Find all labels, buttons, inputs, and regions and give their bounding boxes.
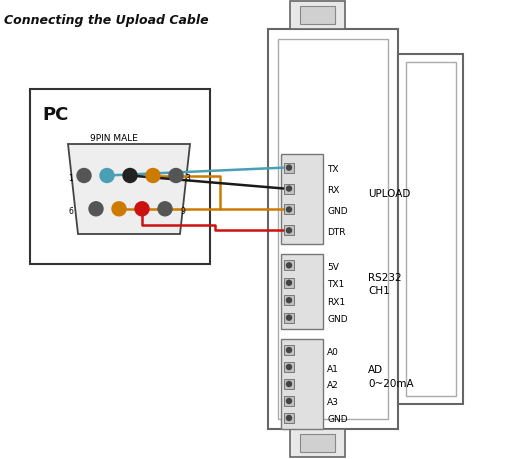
Circle shape xyxy=(169,169,183,183)
Text: UPLOAD: UPLOAD xyxy=(368,189,411,199)
Circle shape xyxy=(100,169,114,183)
Text: GND: GND xyxy=(327,414,348,424)
Circle shape xyxy=(287,365,291,369)
Bar xyxy=(30,90,210,264)
Bar xyxy=(284,278,294,288)
Bar xyxy=(268,30,398,429)
Text: GND: GND xyxy=(327,207,348,215)
Text: 6: 6 xyxy=(68,207,73,216)
Bar xyxy=(398,55,463,404)
Bar xyxy=(281,339,323,429)
Text: GND: GND xyxy=(327,314,348,324)
Bar xyxy=(284,396,294,406)
Bar xyxy=(281,254,323,329)
Text: DTR: DTR xyxy=(327,227,346,236)
Text: 3: 3 xyxy=(185,174,190,183)
Text: Connecting the Upload Cable: Connecting the Upload Cable xyxy=(4,14,208,27)
Circle shape xyxy=(287,415,291,420)
Text: AD
0~20mA: AD 0~20mA xyxy=(368,364,414,388)
Bar xyxy=(284,184,294,194)
Text: A3: A3 xyxy=(327,397,339,407)
Circle shape xyxy=(287,398,291,403)
Bar xyxy=(300,7,335,25)
Circle shape xyxy=(287,280,291,285)
Text: PC: PC xyxy=(42,106,69,124)
Text: RX1: RX1 xyxy=(327,297,345,306)
Circle shape xyxy=(158,202,172,216)
Text: 5V: 5V xyxy=(327,262,339,271)
Circle shape xyxy=(287,207,291,213)
Text: A0: A0 xyxy=(327,347,339,356)
Circle shape xyxy=(287,187,291,191)
Bar xyxy=(284,379,294,389)
Circle shape xyxy=(287,298,291,303)
Bar xyxy=(284,261,294,271)
Bar xyxy=(284,296,294,306)
Circle shape xyxy=(77,169,91,183)
Text: A1: A1 xyxy=(327,364,339,373)
Bar xyxy=(300,434,335,452)
Bar xyxy=(284,226,294,236)
Circle shape xyxy=(123,169,137,183)
Circle shape xyxy=(287,229,291,233)
Text: TX1: TX1 xyxy=(327,280,344,289)
Circle shape xyxy=(135,202,149,216)
Text: RS232
CH1: RS232 CH1 xyxy=(368,272,401,296)
Bar xyxy=(284,413,294,423)
Bar xyxy=(278,40,388,419)
Circle shape xyxy=(89,202,103,216)
Text: RX: RX xyxy=(327,185,339,195)
Circle shape xyxy=(112,202,126,216)
Polygon shape xyxy=(68,145,190,235)
Bar xyxy=(284,163,294,173)
Bar xyxy=(284,205,294,215)
Text: 1: 1 xyxy=(68,174,73,183)
Bar xyxy=(281,155,323,245)
Bar xyxy=(406,63,456,396)
Circle shape xyxy=(287,315,291,320)
Bar xyxy=(290,429,345,457)
Bar xyxy=(284,345,294,355)
Circle shape xyxy=(287,348,291,353)
Text: 9PIN MALE: 9PIN MALE xyxy=(90,134,138,143)
Bar xyxy=(290,2,345,30)
Circle shape xyxy=(287,263,291,268)
Text: A2: A2 xyxy=(327,381,339,390)
Bar xyxy=(284,362,294,372)
Bar xyxy=(284,313,294,323)
Circle shape xyxy=(287,382,291,386)
Text: 9: 9 xyxy=(180,207,185,216)
Circle shape xyxy=(287,166,291,171)
Text: TX: TX xyxy=(327,165,338,174)
Circle shape xyxy=(146,169,160,183)
